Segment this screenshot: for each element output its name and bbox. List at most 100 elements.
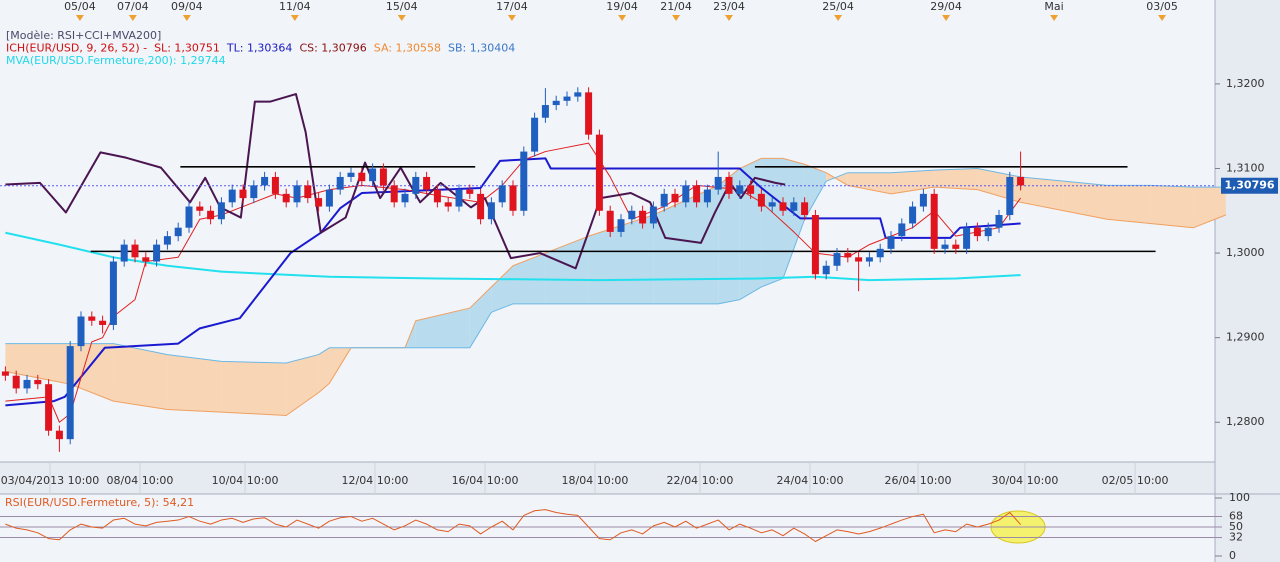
legend-entry: SL: 1,30751	[154, 42, 220, 55]
price-label-box	[1221, 177, 1278, 194]
cloud-segment	[1107, 185, 1151, 224]
top-tick-label: 07/04	[117, 0, 149, 13]
candle-body	[671, 193, 679, 203]
legend-row: [Modèle: RSI+CCI+MVA200]	[6, 29, 161, 42]
top-tick-label: 19/04	[606, 0, 638, 13]
candle-body	[174, 227, 182, 237]
x-tick-label: 22/04 10:00	[666, 474, 733, 487]
top-tick-label: 05/04	[64, 0, 96, 13]
cloud-segment	[70, 343, 114, 402]
candle-body	[1, 371, 9, 376]
candle-body	[822, 265, 830, 275]
x-tick-label: 26/04 10:00	[885, 474, 952, 487]
y-tick-label: 1,2900	[1226, 331, 1265, 344]
cloud-segment	[545, 236, 589, 304]
candle-body	[153, 244, 161, 262]
top-tick	[618, 15, 627, 21]
top-tick-label: 09/04	[171, 0, 203, 13]
x-tick-label: 02/05 10:00	[1102, 474, 1169, 487]
candle-body	[131, 244, 139, 258]
candle-body	[952, 244, 960, 249]
candle-body	[55, 430, 63, 440]
candle-body	[693, 185, 701, 203]
candle-body	[520, 151, 528, 211]
cloud-segment	[221, 361, 287, 416]
legend-row: MVA(EUR/USD.Fermeture,200): 1,29744	[6, 54, 226, 67]
indicator-line	[5, 93, 786, 270]
candle-body	[293, 185, 301, 203]
cloud-segment	[1193, 187, 1226, 228]
legend-entry: MVA(EUR/USD.Fermeture,200): 1,29744	[6, 54, 226, 67]
top-tick	[672, 15, 681, 21]
candle-body	[109, 261, 117, 325]
cloud-segment	[739, 158, 762, 300]
candle-body	[887, 236, 895, 249]
candle-body	[228, 189, 236, 203]
candle-body	[358, 172, 366, 182]
candle-body	[99, 320, 107, 325]
top-tick-label: 21/04	[660, 0, 692, 13]
y-tick-label: 1,2800	[1226, 415, 1265, 428]
top-tick	[75, 15, 84, 21]
candle-body	[984, 227, 992, 237]
cloud-segment	[783, 158, 805, 279]
candle-body	[196, 206, 204, 211]
y-tick-label: 50	[1229, 520, 1243, 533]
y-tick-label: 1,3100	[1226, 161, 1265, 174]
candle-body	[531, 117, 539, 152]
candle-body	[898, 223, 906, 237]
top-tick	[397, 15, 406, 21]
candle-body	[379, 168, 387, 186]
y-tick-label: 1,3000	[1226, 246, 1265, 259]
candle-body	[617, 219, 625, 232]
marks	[0, 87, 1226, 452]
candle-body	[725, 176, 733, 194]
candle-body	[855, 257, 863, 262]
top-tick	[507, 15, 516, 21]
top-tick	[128, 15, 137, 21]
candle-body	[541, 105, 549, 118]
candle-body	[963, 227, 971, 249]
candle-body	[142, 257, 150, 262]
cloud-segment	[847, 172, 891, 194]
top-tick	[1158, 15, 1167, 21]
cloud-segment	[761, 158, 783, 287]
candle-body	[455, 189, 463, 207]
x-tick-label: 30/04 10:00	[991, 474, 1058, 487]
y-tick-label: 32	[1229, 530, 1243, 543]
candle-body	[433, 189, 441, 203]
candle-body	[736, 185, 744, 194]
candle-body	[768, 202, 776, 207]
y-tick-label: 100	[1229, 491, 1250, 504]
top-tick-label: 11/04	[279, 0, 311, 13]
top-tick-label: 29/04	[930, 0, 962, 13]
candle-body	[563, 96, 571, 101]
candle-body	[801, 202, 809, 216]
x-tick-label: 12/04 10:00	[342, 474, 409, 487]
x-tick-label: 18/04 10:00	[562, 474, 629, 487]
candle-body	[930, 193, 938, 249]
cloud-segment	[469, 286, 492, 348]
candle-body	[876, 248, 884, 258]
cloud-segment	[718, 168, 740, 304]
candle-body	[466, 189, 474, 194]
candle-body	[401, 193, 409, 203]
candle-body	[639, 210, 647, 224]
candle-body	[552, 100, 560, 106]
candle-body	[444, 202, 452, 207]
cloud-segment	[891, 170, 935, 194]
candle-body	[23, 379, 31, 389]
candle-body	[509, 185, 517, 211]
legend-entry: SB: 1,30404	[448, 42, 515, 55]
candle-body	[347, 172, 355, 177]
top-tick	[1050, 15, 1059, 21]
legend-entry: [Modèle: RSI+CCI+MVA200]	[6, 29, 161, 42]
price-label: 1,30796	[1224, 179, 1274, 192]
top-tick-label: 15/04	[386, 0, 418, 13]
top-tick-label: 23/04	[713, 0, 745, 13]
candle-body	[660, 193, 668, 207]
candle-body	[973, 227, 981, 237]
